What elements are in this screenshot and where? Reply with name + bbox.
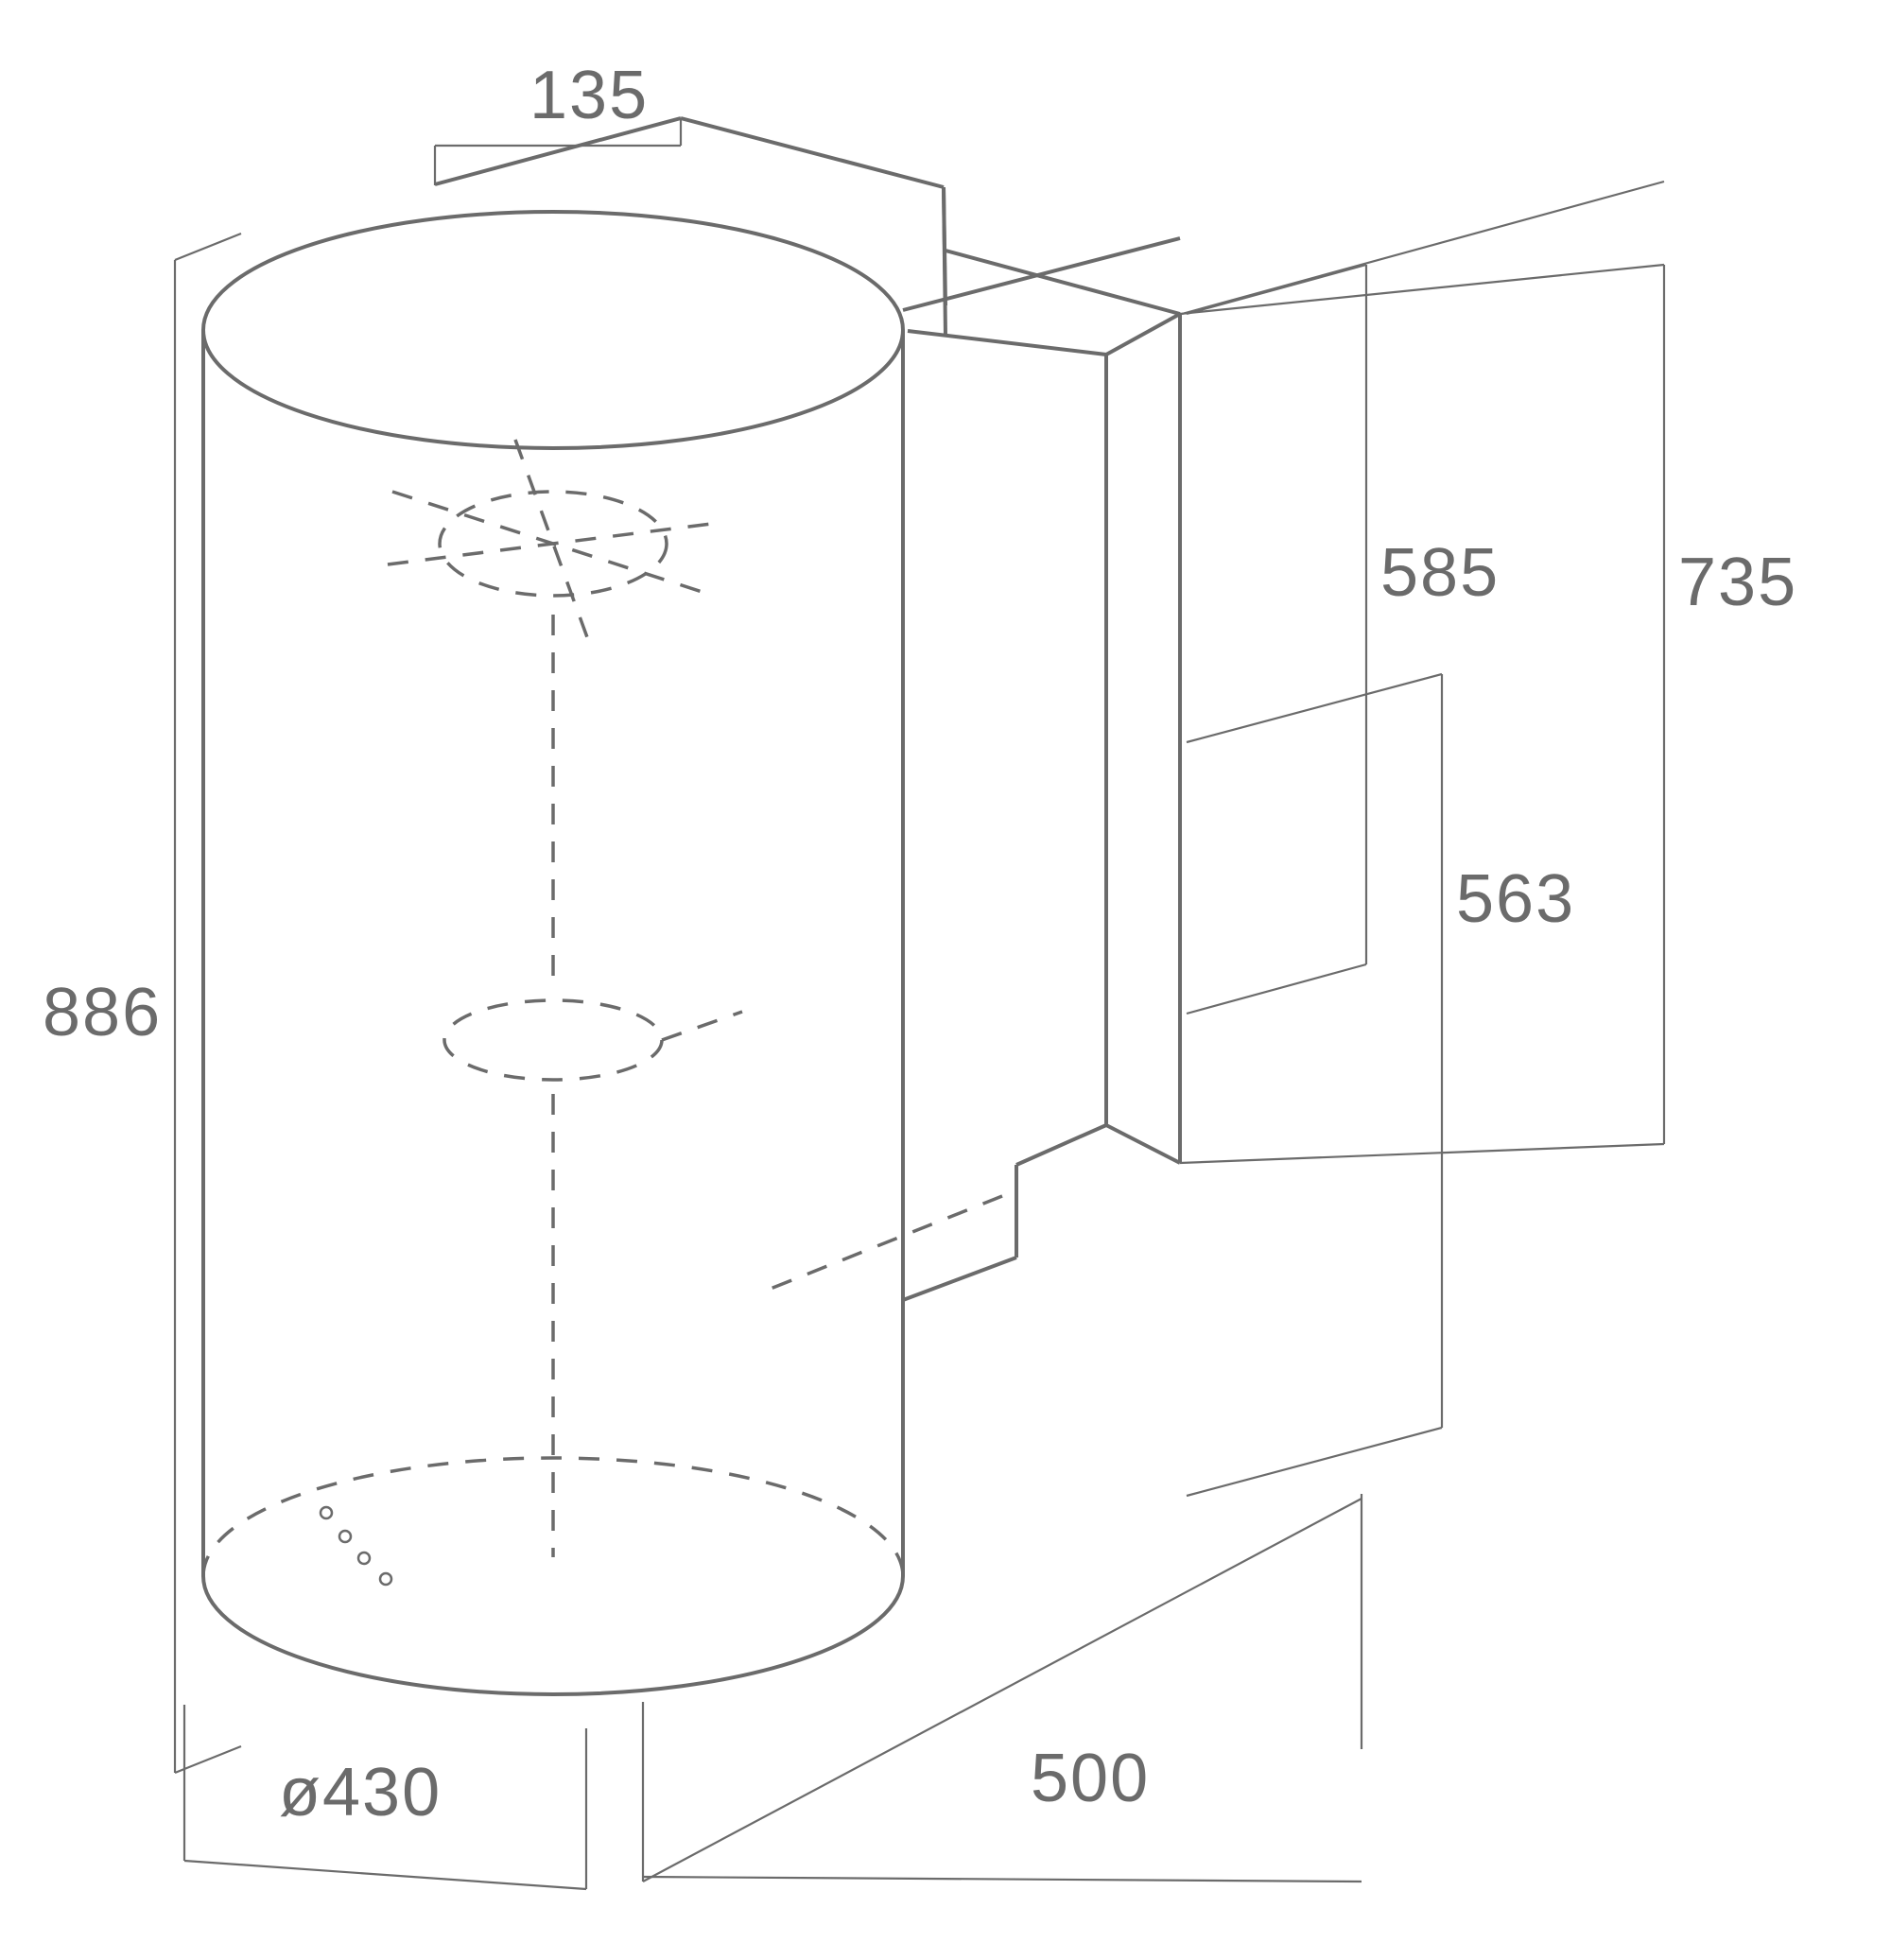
dim-886: 886: [43, 975, 162, 1050]
dim-735: 735: [1678, 545, 1797, 620]
dim-563: 563: [1456, 861, 1575, 937]
control-dot: [321, 1507, 332, 1518]
control-dot: [358, 1552, 370, 1564]
control-dot: [339, 1531, 351, 1542]
dim-diameter-430: ø430: [279, 1755, 442, 1830]
dim-585: 585: [1380, 535, 1500, 611]
dim-135: 135: [529, 58, 649, 133]
control-dot: [380, 1573, 391, 1585]
dim-500: 500: [1031, 1741, 1150, 1816]
